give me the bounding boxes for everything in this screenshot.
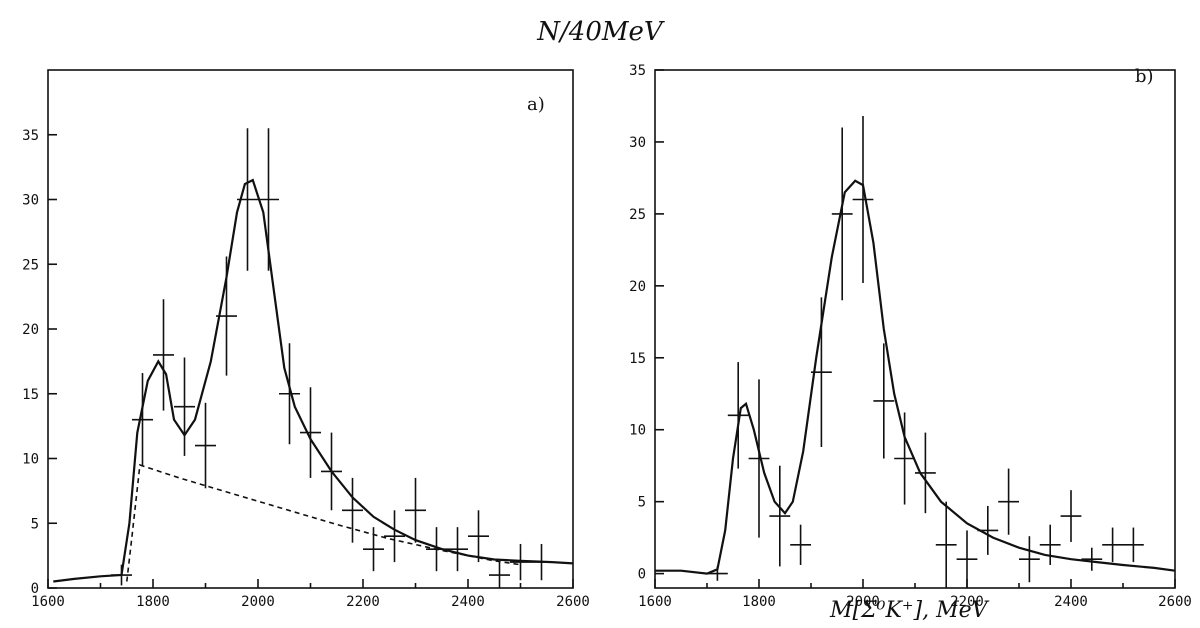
data-point [956, 530, 978, 588]
data-point [935, 501, 957, 588]
data-point [510, 543, 531, 581]
data-point [873, 343, 895, 459]
data-point [748, 379, 770, 538]
panel-a-frame [47, 69, 574, 589]
y-tick-label: 30 [22, 193, 39, 209]
panel-b-x-ticks: 1600 1800 2000 2200 2400 2600 [638, 579, 1192, 610]
x-tick-label: 2000 [241, 594, 275, 610]
x-axis-label: M[Σ⁰K⁺], MeV [829, 598, 990, 623]
x-tick-label: 1800 [136, 594, 170, 610]
data-point [153, 299, 174, 411]
data-point [216, 256, 237, 376]
data-point [531, 543, 552, 581]
y-tick-label: 30 [629, 135, 646, 151]
panel-b: b) 0 5 10 15 20 25 30 35 1600 1800 2000 2200 2400 26… [629, 63, 1192, 610]
data-point [894, 412, 915, 505]
y-tick-label: 10 [22, 452, 39, 468]
data-point [195, 402, 216, 489]
data-point [1123, 527, 1144, 563]
x-tick-label: 2400 [1054, 594, 1088, 610]
data-point [831, 127, 853, 301]
data-point [769, 465, 791, 567]
y-tick-label: 25 [22, 257, 39, 273]
fit-curve [655, 179, 1176, 575]
data-point [1102, 527, 1123, 563]
panel-b-y-ticks: 0 5 10 15 20 25 30 35 [629, 63, 664, 583]
data-point [489, 562, 510, 588]
background-curve [126, 463, 521, 582]
y-tick-label: 15 [22, 387, 39, 403]
y-tick-label: 25 [629, 207, 646, 223]
data-point [258, 128, 279, 271]
y-tick-label: 0 [638, 567, 646, 583]
data-point [1039, 524, 1061, 565]
y-tick-label: 35 [22, 128, 39, 144]
panel-a-x-ticks: 1600 1800 2000 2200 2400 2600 [31, 579, 590, 610]
panel-b-frame [654, 69, 1176, 589]
y-tick-label: 5 [638, 495, 646, 511]
data-point [132, 373, 153, 467]
data-point [237, 128, 258, 271]
y-tick-label: 5 [31, 516, 39, 532]
x-tick-label: 2600 [1158, 594, 1192, 610]
y-tick-label: 10 [629, 423, 646, 439]
x-tick-label: 2600 [556, 594, 590, 610]
y-tick-label: 15 [629, 351, 646, 367]
data-point [977, 505, 999, 555]
x-tick-label: 2200 [346, 594, 380, 610]
data-point [852, 116, 874, 283]
panel-a-y-ticks: 0 5 10 15 20 25 30 35 [22, 128, 57, 597]
data-point [174, 357, 195, 456]
data-point [384, 510, 405, 563]
x-tick-label: 1600 [638, 594, 672, 610]
data-point [342, 477, 363, 543]
data-point [447, 527, 468, 572]
x-tick-label: 1600 [31, 594, 65, 610]
data-point [111, 564, 132, 586]
x-tick-label: 2200 [950, 594, 984, 610]
data-point [300, 387, 321, 478]
fit-curve [53, 178, 574, 583]
y-tick-label: 0 [31, 581, 39, 597]
data-point [363, 527, 384, 572]
data-point [811, 297, 832, 447]
panel-a: a) 0 5 10 15 20 25 30 35 1600 1800 2000 2200 2400 26… [22, 69, 590, 610]
data-point [1019, 536, 1040, 583]
y-tick-label: 20 [22, 322, 39, 338]
data-point [1060, 490, 1082, 542]
panel-a-label: a) [527, 94, 545, 115]
x-tick-label: 1800 [742, 594, 776, 610]
y-axis-label: N/40MeV [536, 17, 665, 47]
data-point [279, 343, 300, 445]
data-point [998, 468, 1019, 535]
panel-a-marks [53, 128, 574, 588]
panel-b-marks [655, 116, 1176, 588]
data-point [468, 510, 489, 563]
data-point [790, 524, 811, 565]
data-point [707, 566, 728, 581]
data-point [405, 477, 426, 543]
x-tick-label: 2000 [846, 594, 880, 610]
panel-b-label: b) [1135, 66, 1154, 87]
y-tick-label: 35 [629, 63, 646, 79]
x-tick-label: 2400 [451, 594, 485, 610]
data-point [915, 432, 936, 514]
y-tick-label: 20 [629, 279, 646, 295]
data-point [426, 527, 447, 572]
data-point [321, 432, 342, 511]
data-point [727, 362, 749, 469]
data-point [1081, 547, 1103, 571]
